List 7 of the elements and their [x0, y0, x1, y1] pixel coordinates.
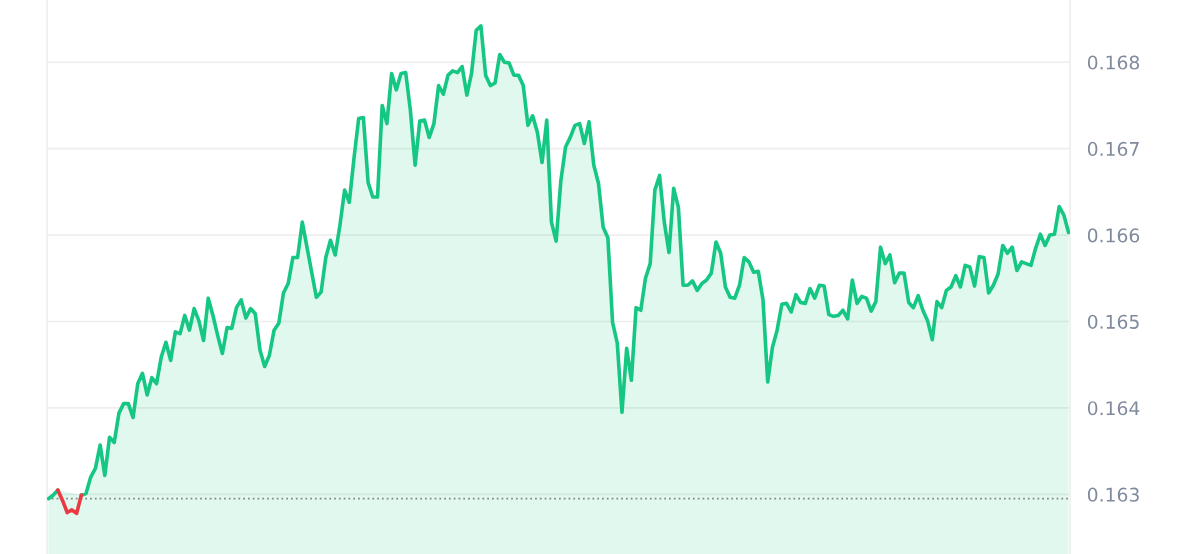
y-tick-label: 0.166	[1087, 228, 1140, 243]
y-tick-label: 0.167	[1087, 141, 1139, 157]
line-series	[56, 488, 84, 516]
y-tick-label: 0.165	[1087, 314, 1139, 329]
y-tick-label: 0.164	[1087, 401, 1140, 416]
y-tick-label: 0.163	[1087, 487, 1139, 502]
y-tick-label: 0.168	[1087, 55, 1140, 70]
